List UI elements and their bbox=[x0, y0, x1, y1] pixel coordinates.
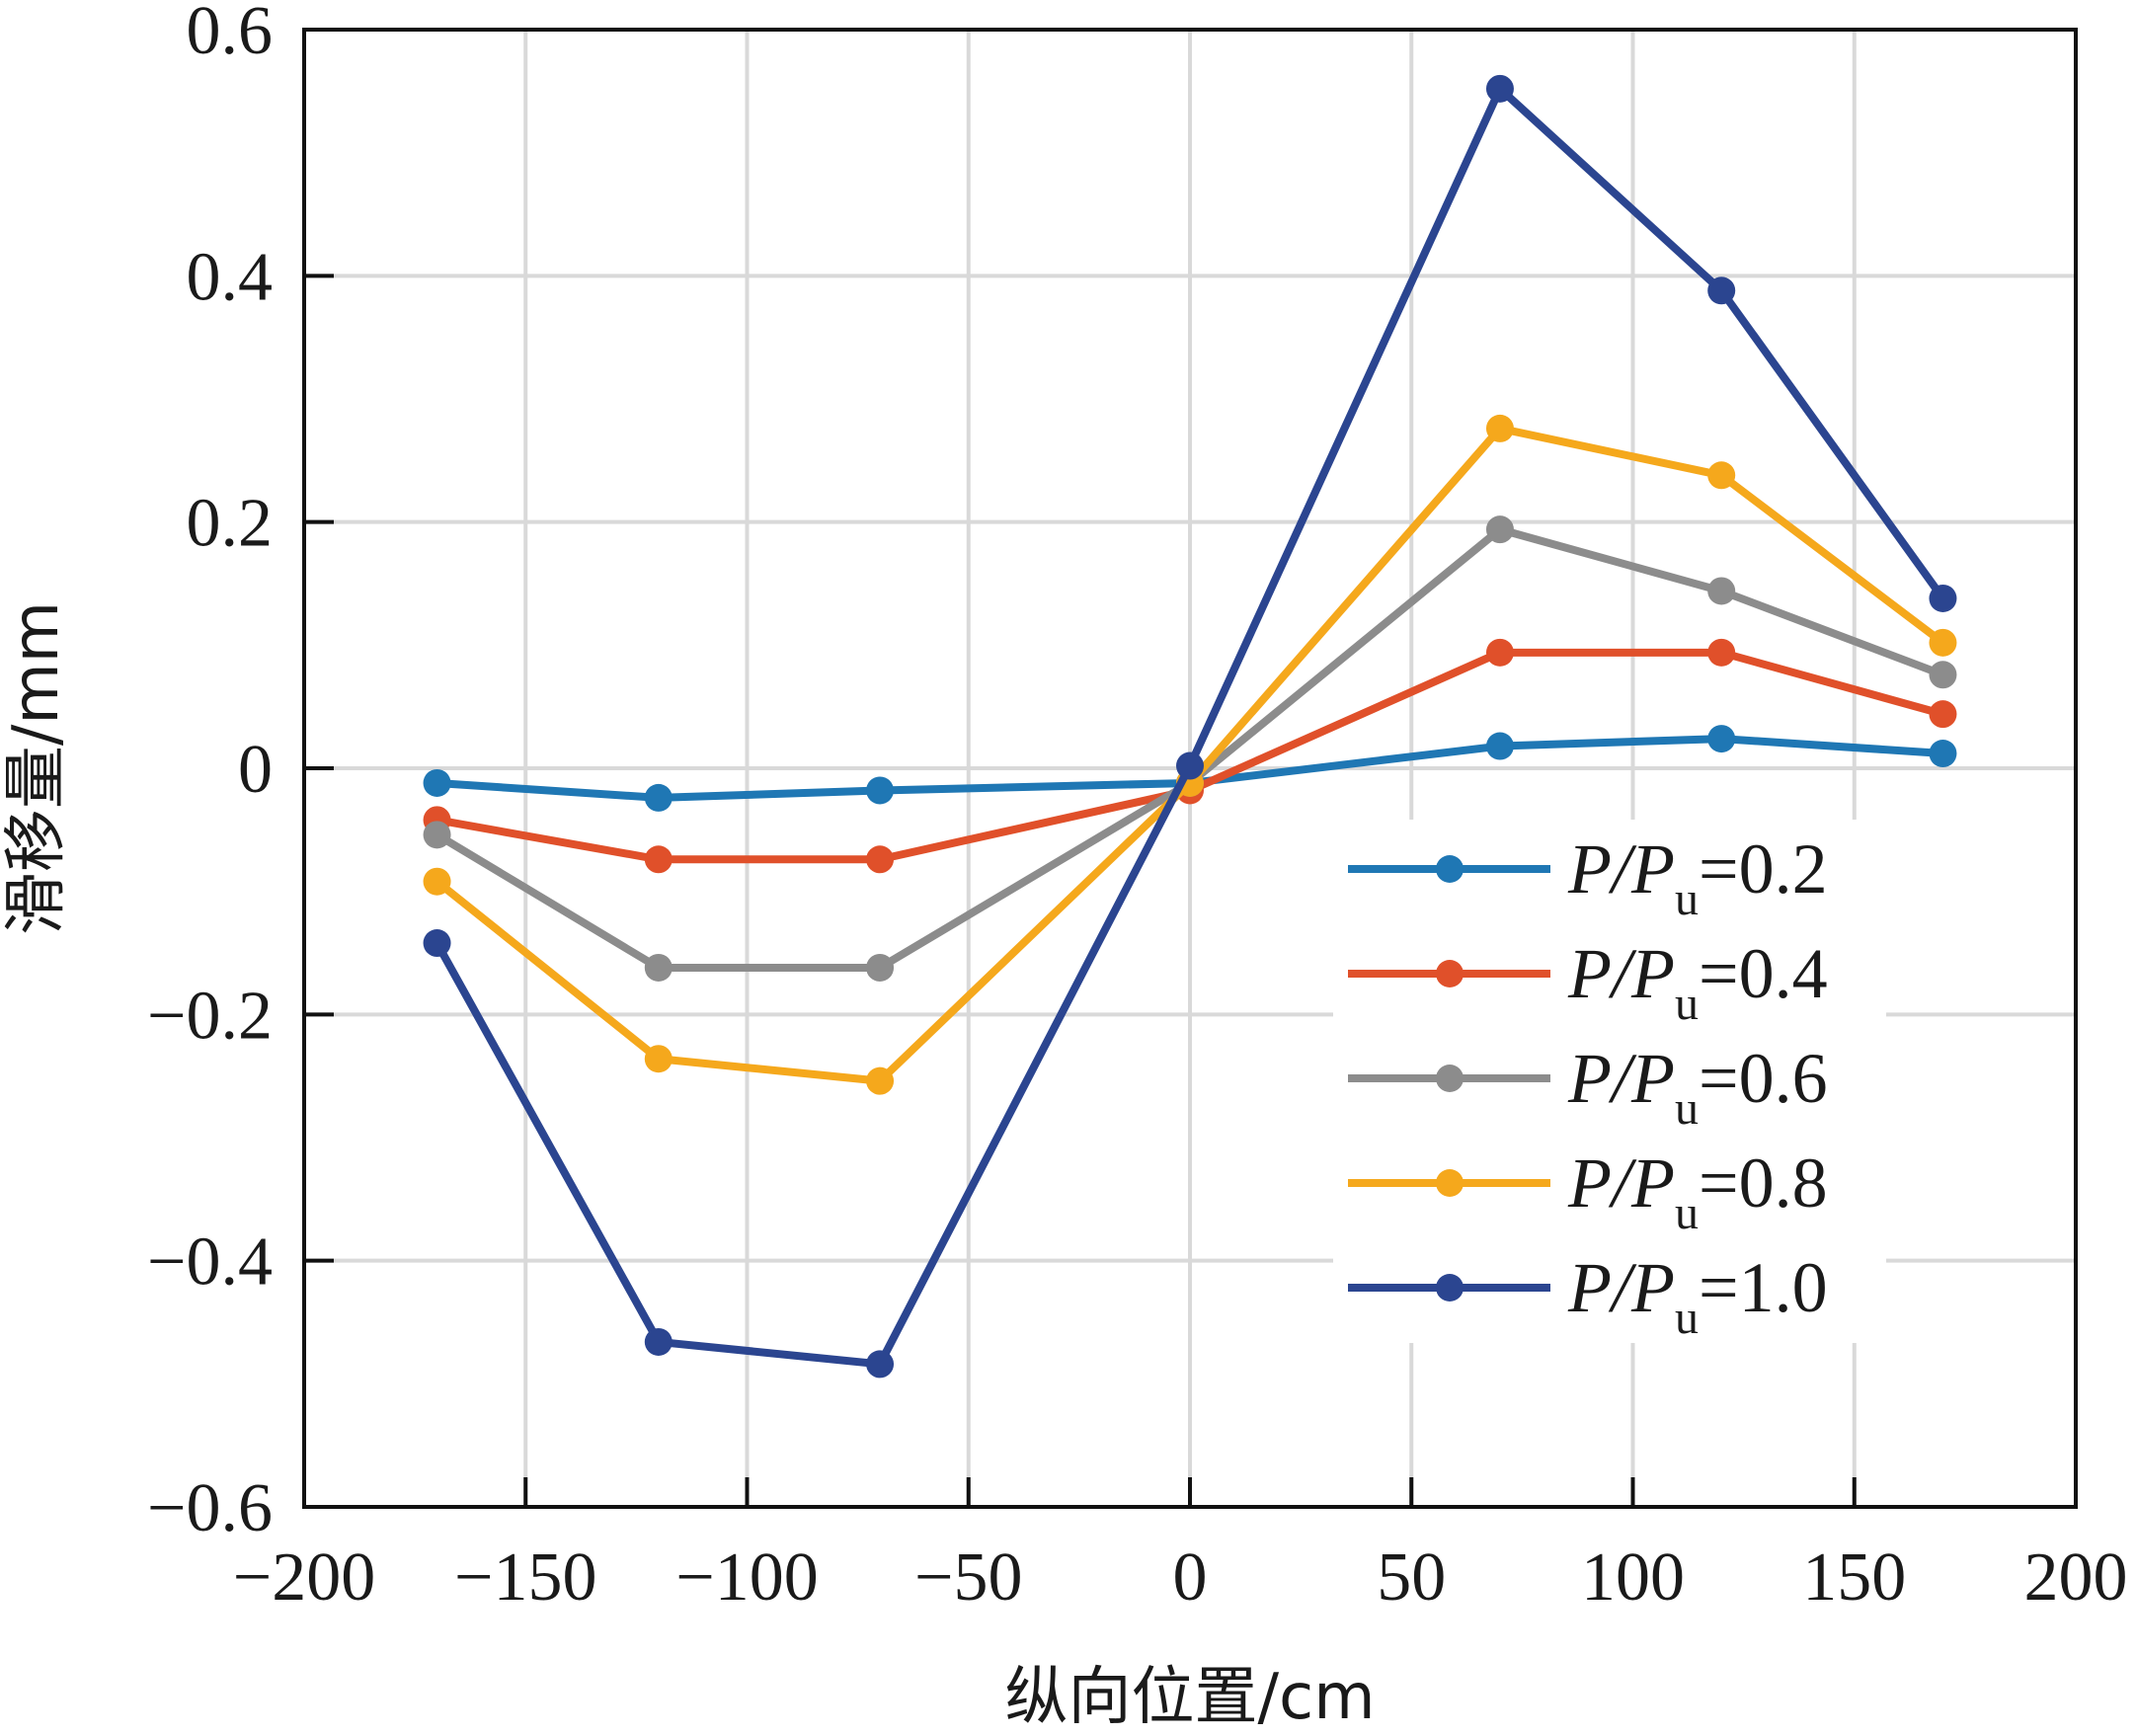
data-point bbox=[866, 776, 895, 805]
data-point bbox=[423, 867, 451, 896]
y-tick-label: 0.4 bbox=[187, 239, 274, 315]
legend: P/Pu=0.2P/Pu=0.4P/Pu=0.6P/Pu=0.8P/Pu=1.0 bbox=[1333, 820, 1886, 1344]
legend-entry: P/Pu=0.8 bbox=[1348, 1144, 1828, 1239]
legend-marker bbox=[1436, 1065, 1464, 1092]
series-layer bbox=[423, 74, 1957, 1379]
series-P/Pu=1.0 bbox=[423, 74, 1957, 1379]
data-point bbox=[1485, 515, 1514, 544]
x-tick-label: 200 bbox=[2024, 1539, 2128, 1616]
x-tick-label: −200 bbox=[233, 1539, 375, 1616]
tick-labels: −200 −150 −100 −50 0 50 100 150 200 −0.6 −0.4 −0.2 0… bbox=[147, 0, 2127, 1616]
axis-ticks bbox=[304, 274, 1857, 1507]
data-point bbox=[1485, 638, 1514, 667]
data-point bbox=[866, 953, 895, 982]
data-point bbox=[644, 1045, 673, 1073]
data-point bbox=[866, 1350, 895, 1379]
data-point bbox=[423, 768, 451, 797]
legend-entry: P/Pu=0.6 bbox=[1348, 1039, 1828, 1135]
data-point bbox=[644, 783, 673, 812]
data-point bbox=[1485, 732, 1514, 760]
grid bbox=[304, 30, 2076, 1507]
data-point bbox=[1707, 638, 1736, 667]
data-point bbox=[1929, 740, 1957, 768]
data-point bbox=[1485, 74, 1514, 103]
y-axis-title: 滑移量/mm bbox=[0, 601, 73, 935]
data-point bbox=[423, 929, 451, 958]
x-tick-label: 0 bbox=[1173, 1539, 1208, 1616]
x-axis-title: 纵向位置/cm bbox=[1004, 1661, 1375, 1734]
legend-marker bbox=[1436, 855, 1464, 883]
data-point bbox=[1707, 577, 1736, 605]
y-tick-label: −0.2 bbox=[147, 978, 273, 1054]
legend-label: P/Pu=0.8 bbox=[1567, 1144, 1828, 1239]
series-P/Pu=0.8 bbox=[423, 414, 1957, 1095]
data-point bbox=[1176, 751, 1204, 780]
x-tick-label: −100 bbox=[675, 1539, 818, 1616]
x-tick-label: 50 bbox=[1377, 1539, 1446, 1616]
legend-entry: P/Pu=0.2 bbox=[1348, 829, 1828, 925]
data-point bbox=[644, 953, 673, 982]
legend-label: P/Pu=1.0 bbox=[1567, 1248, 1828, 1344]
legend-label: P/Pu=0.6 bbox=[1567, 1039, 1828, 1135]
y-tick-label: 0.2 bbox=[187, 486, 274, 562]
legend-entry: P/Pu=0.4 bbox=[1348, 934, 1828, 1030]
data-point bbox=[1707, 461, 1736, 490]
x-tick-label: −50 bbox=[914, 1539, 1022, 1616]
legend-marker bbox=[1436, 1274, 1464, 1302]
y-tick-label: −0.4 bbox=[147, 1224, 273, 1301]
y-tick-label: −0.6 bbox=[147, 1470, 273, 1546]
legend-entry: P/Pu=1.0 bbox=[1348, 1248, 1828, 1344]
x-tick-label: 100 bbox=[1581, 1539, 1685, 1616]
y-tick-label: 0 bbox=[238, 732, 273, 808]
data-point bbox=[866, 1066, 895, 1095]
legend-label: P/Pu=0.2 bbox=[1567, 829, 1828, 925]
data-point bbox=[1929, 628, 1957, 657]
x-tick-label: −150 bbox=[454, 1539, 596, 1616]
legend-label: P/Pu=0.4 bbox=[1567, 934, 1828, 1030]
data-point bbox=[1485, 414, 1514, 442]
data-point bbox=[866, 845, 895, 874]
data-point bbox=[1929, 584, 1957, 612]
data-point bbox=[644, 1327, 673, 1356]
data-point bbox=[1707, 725, 1736, 753]
data-point bbox=[644, 845, 673, 874]
data-point bbox=[1929, 700, 1957, 729]
data-point bbox=[1707, 276, 1736, 305]
data-point bbox=[423, 821, 451, 849]
data-point bbox=[1929, 661, 1957, 689]
x-tick-label: 150 bbox=[1802, 1539, 1906, 1616]
legend-marker bbox=[1436, 1169, 1464, 1197]
legend-marker bbox=[1436, 960, 1464, 987]
y-tick-label: 0.6 bbox=[187, 0, 274, 69]
